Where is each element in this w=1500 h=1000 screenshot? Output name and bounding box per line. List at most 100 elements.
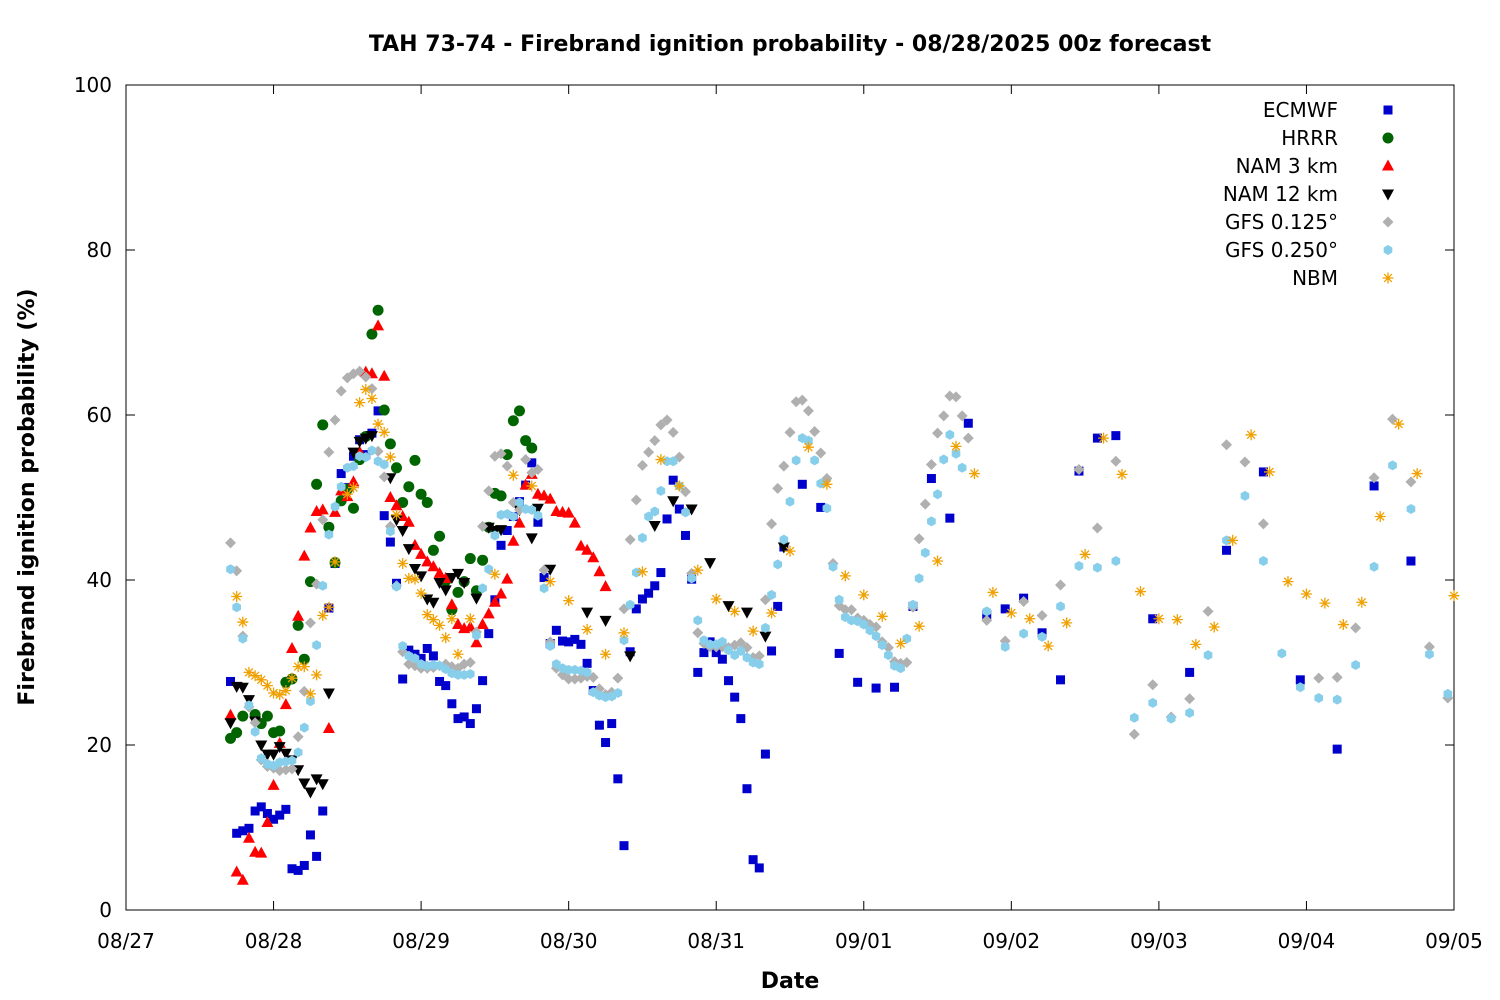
data-point [484, 629, 494, 639]
data-point [236, 682, 249, 694]
data-point [544, 492, 557, 504]
data-point [544, 564, 557, 576]
data-point [932, 555, 944, 567]
data-point [587, 551, 600, 563]
data-point [440, 632, 452, 644]
series-gfs-0-250- [226, 429, 1453, 771]
data-point [471, 704, 481, 714]
data-point [1184, 693, 1196, 705]
data-point [403, 572, 415, 584]
legend-marker [1383, 105, 1393, 115]
series-ecmwf [226, 406, 1416, 875]
data-point [261, 816, 274, 828]
data-point [435, 676, 445, 686]
data-point [809, 426, 821, 437]
data-point [607, 719, 617, 729]
data-point [287, 755, 297, 766]
data-point [336, 481, 346, 492]
data-point [1388, 460, 1397, 471]
data-point [1166, 713, 1176, 724]
data-point [625, 599, 635, 610]
data-point [865, 625, 875, 636]
legend-marker [1382, 216, 1394, 228]
data-point [1185, 707, 1194, 718]
data-point [515, 497, 524, 508]
data-point [1134, 586, 1146, 598]
data-point [699, 648, 709, 658]
data-point [366, 328, 378, 340]
data-point [415, 587, 427, 599]
data-point [459, 712, 469, 722]
data-point [255, 740, 268, 752]
data-point [472, 630, 481, 641]
data-point [226, 564, 235, 575]
data-point [767, 589, 776, 600]
x-tick-label: 09/04 [1278, 929, 1336, 953]
data-point [761, 622, 770, 633]
data-point [1319, 597, 1331, 609]
data-point [884, 650, 893, 661]
plot-border [125, 84, 1455, 911]
data-point [1300, 588, 1312, 600]
data-point [391, 509, 403, 521]
y-tick-label: 60 [87, 403, 112, 427]
data-point [1129, 712, 1139, 723]
data-point [834, 594, 844, 605]
data-point [318, 580, 328, 591]
data-point [853, 677, 863, 687]
data-point [797, 479, 807, 489]
data-point [398, 674, 408, 684]
data-point [507, 534, 520, 546]
data-point [274, 725, 286, 737]
data-point [304, 521, 317, 533]
data-point [667, 426, 679, 438]
series-nam-3-km [224, 319, 612, 885]
data-point [648, 521, 661, 533]
data-point [360, 383, 372, 395]
data-point [563, 673, 575, 685]
data-point [816, 502, 826, 512]
data-point [262, 808, 272, 818]
data-point [1448, 590, 1460, 602]
data-point [421, 496, 433, 508]
data-point [1425, 649, 1434, 660]
data-point [1042, 640, 1054, 652]
data-point [513, 405, 525, 417]
data-point [293, 865, 303, 875]
data-point [324, 529, 334, 540]
data-point [519, 478, 532, 490]
data-point [655, 419, 667, 431]
data-point [1055, 579, 1067, 591]
data-point [441, 681, 451, 691]
data-point [619, 841, 629, 851]
data-point [533, 517, 543, 527]
data-point [396, 526, 409, 537]
data-point [434, 530, 446, 542]
data-point [1356, 596, 1368, 608]
data-point [280, 685, 292, 697]
data-point [317, 514, 329, 526]
data-point [470, 593, 483, 605]
x-tick-label: 08/29 [392, 929, 450, 953]
x-tick-label: 09/02 [983, 929, 1041, 953]
data-point [722, 601, 735, 613]
data-point [244, 700, 254, 711]
data-point [527, 458, 537, 468]
data-point [330, 501, 340, 512]
data-point [594, 720, 604, 730]
data-point [341, 488, 353, 500]
data-point [299, 722, 309, 733]
x-tick-label: 08/28 [245, 929, 303, 953]
data-point [1203, 650, 1213, 661]
data-point [527, 504, 537, 515]
data-point [293, 747, 303, 758]
data-point [427, 544, 439, 556]
axis-ticks: 08/27 08/28 08/29 08/30 08/31 09/01 09/02 09/03… [74, 73, 1483, 953]
data-point [250, 806, 260, 816]
data-point [286, 641, 298, 653]
data-point [392, 581, 401, 592]
data-point [509, 511, 518, 522]
data-point [1037, 631, 1047, 642]
data-point [1221, 439, 1233, 451]
data-point [538, 564, 550, 576]
